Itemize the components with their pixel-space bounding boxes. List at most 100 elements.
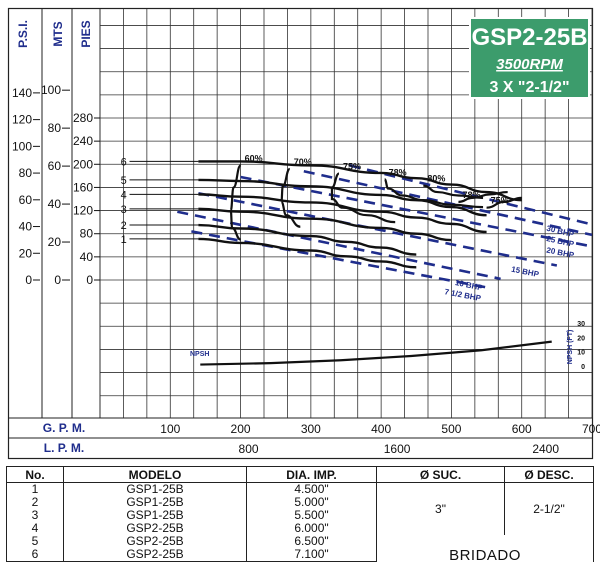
psi-tick-label: 20 [19,246,33,260]
mts-axis-label: MTS [51,21,65,46]
row-dia: 7.100" [246,548,377,562]
model-header-box [469,17,590,99]
row-modelo: GSP1-25B [63,482,247,496]
gpm-tick-label: 100 [160,422,180,436]
x-axis-ticks: 100 200 300 400 500 600 700 800 1600 2400 [160,422,600,456]
row-no: 6 [6,548,64,562]
impeller-number-2: 2 [121,220,127,232]
efficiency-curve [330,172,396,224]
mts-tick-label: 80 [48,121,62,135]
psi-tick-label: 0 [25,273,32,287]
pies-axis-label: PIES [79,20,93,47]
impeller-curve-2 [198,223,417,256]
suc-value: 3" [376,482,505,535]
bhp-line [349,164,593,226]
row-modelo: GSP1-25B [63,496,247,509]
efficiency-label: 78% [462,190,480,200]
y-axis-ticks: 1401201008060402001008060402002802402001… [12,83,100,287]
npsh-tick-label: 30 [577,321,585,328]
row-dia: 4.500" [246,482,377,496]
impeller-curve-1 [198,237,417,269]
impeller-number-1: 1 [121,234,127,246]
row-modelo: GSP1-25B [63,509,247,522]
col-desc: Ø DESC. [504,466,594,483]
npsh-curve [200,340,552,366]
impeller-curve-5 [198,178,487,217]
npsh-label: NPSH [190,351,209,358]
psi-tick-label: 80 [19,166,33,180]
pies-tick-label: 200 [73,157,93,171]
psi-tick-label: 120 [12,113,32,127]
pies-tick-label: 120 [73,204,93,218]
efficiency-label: 70% [294,157,312,167]
gpm-tick-label: 200 [231,422,251,436]
efficiency-label: 78% [389,167,407,177]
row-no: 1 [6,482,64,496]
rpm-label: 3500RPM [496,56,563,73]
pies-tick-label: 40 [80,250,94,264]
impeller-number-6: 6 [121,156,127,168]
impeller-table: No. MODELO DIA. IMP. Ø SUC. Ø DESC. 1 GS… [6,466,594,562]
desc-value: 2-1/2" [504,482,594,535]
psi-axis-label: P.S.I. [16,20,30,48]
lpm-tick-label: 1600 [384,442,411,456]
col-dia: DIA. IMP. [246,466,377,483]
bhp-line [240,175,593,248]
row-modelo: GSP2-25B [63,535,247,548]
bhp-line [191,230,491,290]
npsh-tick-label: 0 [581,364,585,371]
mts-tick-label: 100 [41,83,61,97]
col-suc: Ø SUC. [376,466,505,483]
efficiency-curve [458,190,508,203]
npsh-ticks: 30 20 10 0 [577,321,585,371]
connection-type: BRIDADO [376,535,594,562]
col-modelo: MODELO [63,466,247,483]
npsh-tick-label: 10 [577,350,585,357]
mts-tick-label: 20 [48,235,62,249]
lpm-tick-label: 800 [239,442,259,456]
row-dia: 6.500" [246,535,377,548]
lpm-axis-label: L. P. M. [44,441,84,455]
bhp-line [198,191,558,267]
efficiency-label: 60% [245,153,263,163]
impeller-curve-6 [198,160,522,202]
pies-tick-label: 80 [80,227,94,241]
npsh-ft-label: NPSH (FT) [567,330,574,365]
mts-tick-label: 60 [48,159,62,173]
psi-tick-label: 100 [12,139,32,153]
row-dia: 5.500" [246,509,377,522]
lpm-tick-label: 2400 [532,442,559,456]
pies-tick-label: 280 [73,111,93,125]
gpm-tick-label: 700 [582,422,600,436]
efficiency-label: 75% [343,162,361,172]
efficiency-curves: 60% 70% 75% 78% 80% 78% 75% [229,153,522,241]
impeller-number-4: 4 [121,189,127,201]
gpm-axis-label: G. P. M. [43,421,85,435]
psi-tick-label: 60 [19,193,33,207]
psi-tick-label: 140 [12,86,32,100]
impeller-number-5: 5 [121,175,127,187]
bhp-line [303,169,593,237]
pies-tick-label: 160 [73,180,93,194]
size-label: 3 X "2-1/2" [489,79,569,96]
row-dia: 6.000" [246,522,377,535]
efficiency-label: 80% [427,174,445,184]
npsh-tick-label: 20 [577,335,585,342]
model-title: GSP2-25B [471,24,587,51]
efficiency-label: 75% [491,196,509,206]
row-modelo: GSP2-25B [63,548,247,562]
mts-tick-label: 0 [54,273,61,287]
chart-frame [7,7,594,460]
impeller-number-3: 3 [121,204,127,216]
mts-tick-label: 40 [48,197,62,211]
impeller-curve-3 [198,207,452,242]
gpm-tick-label: 500 [441,422,461,436]
gpm-tick-label: 400 [371,422,391,436]
efficiency-curve [423,184,484,199]
bhp-label: 15 BHP [510,265,540,279]
pies-tick-label: 240 [73,134,93,148]
row-dia: 5.000" [246,496,377,509]
row-modelo: GSP2-25B [63,522,247,535]
pies-tick-label: 0 [86,273,93,287]
